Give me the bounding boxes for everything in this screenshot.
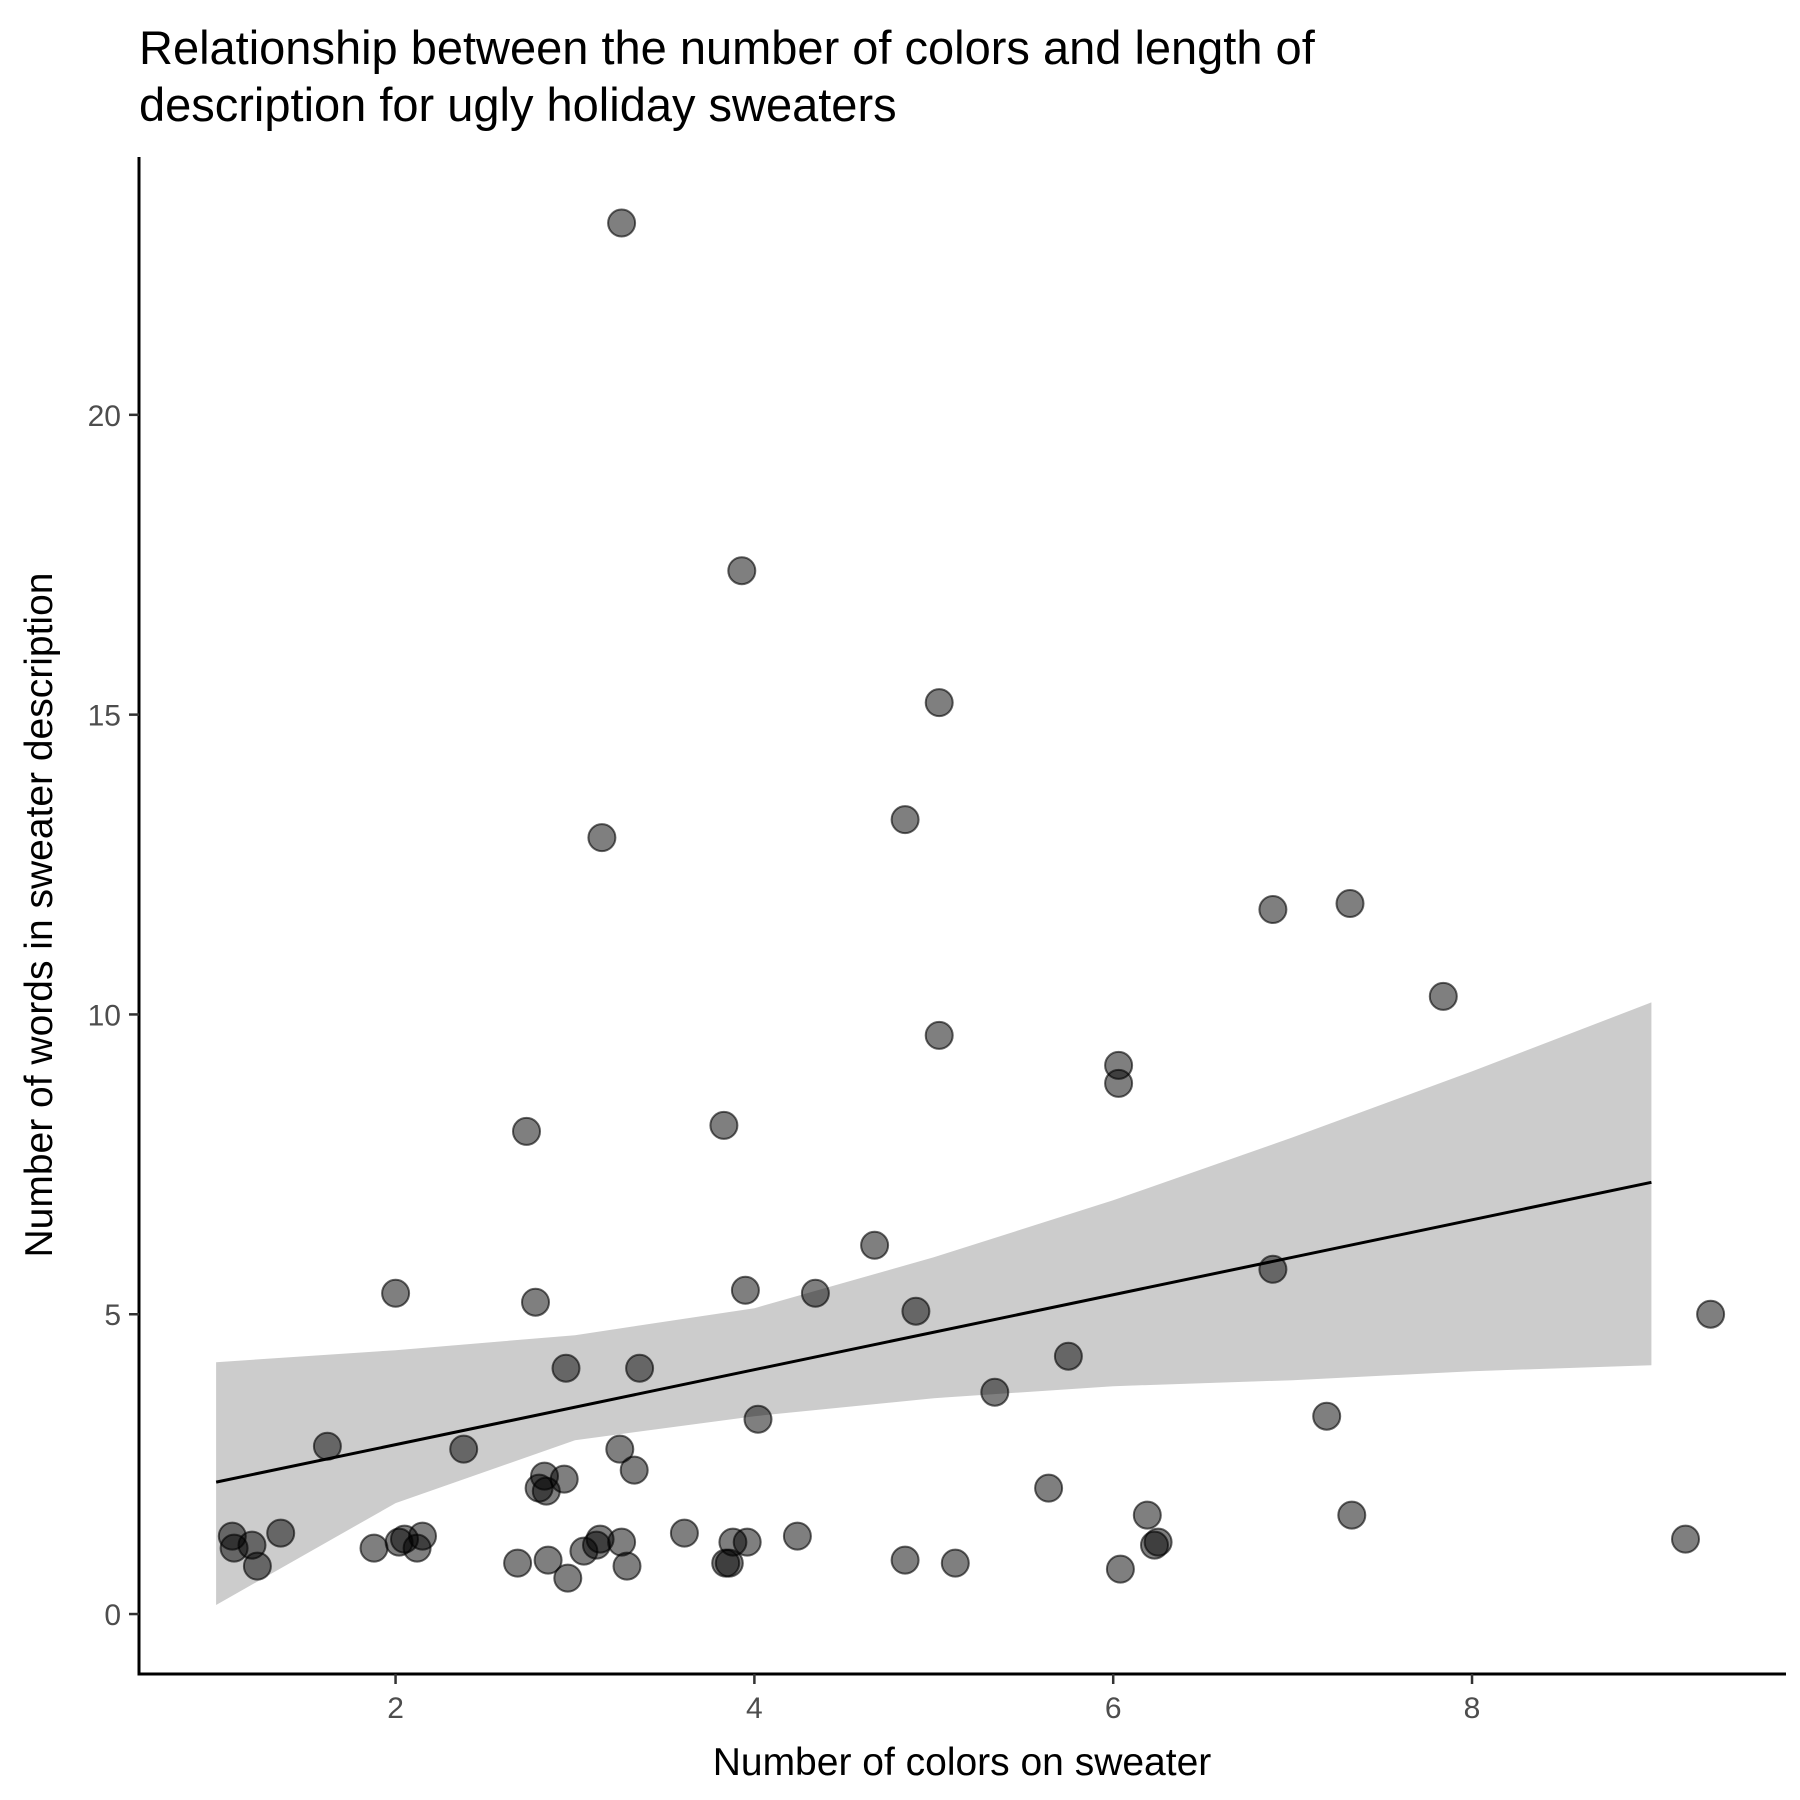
data-point: [266, 1518, 296, 1548]
data-point: [503, 1548, 533, 1578]
y-tick-label: 15: [88, 700, 121, 733]
data-point: [1132, 1500, 1162, 1530]
x-tick-label: 6: [1105, 1692, 1122, 1725]
data-point: [549, 1464, 579, 1494]
data-point: [242, 1551, 272, 1581]
data-point: [551, 1353, 581, 1383]
x-tick-label: 2: [387, 1692, 404, 1725]
data-point: [553, 1563, 583, 1593]
data-point: [521, 1287, 550, 1317]
confidence-band: [216, 1002, 1652, 1605]
data-point: [901, 1296, 931, 1326]
data-point: [605, 1434, 635, 1464]
data-point: [1143, 1527, 1173, 1557]
data-point: [1053, 1341, 1083, 1371]
data-point: [924, 688, 954, 718]
chart-title-line-1: Relationship between the number of color…: [139, 21, 1316, 74]
data-point: [860, 1230, 890, 1260]
data-point: [709, 1110, 739, 1140]
data-point: [1337, 1500, 1367, 1530]
data-point: [732, 1527, 762, 1557]
data-point: [607, 1527, 637, 1557]
data-point: [890, 1545, 920, 1575]
x-axis-title: Number of colors on sweater: [713, 1741, 1212, 1784]
data-point: [782, 1521, 812, 1551]
data-point: [1034, 1473, 1064, 1503]
data-point: [449, 1434, 479, 1464]
data-point: [533, 1545, 563, 1575]
data-point: [381, 1278, 411, 1308]
trend-line: [215, 1180, 1652, 1484]
data-point: [1105, 1554, 1135, 1584]
data-point: [800, 1278, 830, 1308]
chart-title-line-2: description for ugly holiday sweaters: [139, 78, 897, 131]
y-axis-title: Number of words in sweater description: [18, 573, 61, 1258]
data-point: [980, 1377, 1010, 1407]
y-tick-label: 20: [88, 400, 121, 433]
data-point: [587, 823, 617, 853]
data-point: [312, 1431, 342, 1461]
data-point: [1428, 981, 1458, 1011]
data-point: [1312, 1401, 1342, 1431]
data-point: [607, 208, 637, 238]
plot-area: [215, 208, 1726, 1605]
x-tick-label: 8: [1464, 1692, 1481, 1725]
x-tick-label: 4: [746, 1692, 763, 1725]
data-point: [1696, 1299, 1726, 1329]
data-point: [1258, 895, 1288, 924]
data-point: [669, 1518, 699, 1548]
data-point: [890, 805, 920, 835]
y-tick-label: 5: [104, 1299, 121, 1332]
data-point: [940, 1548, 970, 1578]
data-point: [1104, 1068, 1134, 1098]
axis-ticks: 2 4 6 8 0 5 10 15 20: [88, 400, 1481, 1725]
data-point: [924, 1020, 954, 1050]
data-point: [1671, 1524, 1700, 1554]
data-point: [408, 1521, 437, 1551]
data-point: [743, 1404, 773, 1434]
y-tick-label: 10: [88, 999, 121, 1032]
data-point: [1258, 1254, 1288, 1284]
data-point: [1335, 889, 1365, 918]
data-point: [619, 1455, 649, 1485]
data-point: [727, 556, 757, 586]
data-point: [625, 1353, 655, 1383]
data-point: [512, 1116, 541, 1146]
data-point: [730, 1275, 760, 1305]
data-point: [612, 1551, 642, 1581]
y-tick-label: 0: [104, 1599, 121, 1632]
data-point: [359, 1533, 389, 1563]
